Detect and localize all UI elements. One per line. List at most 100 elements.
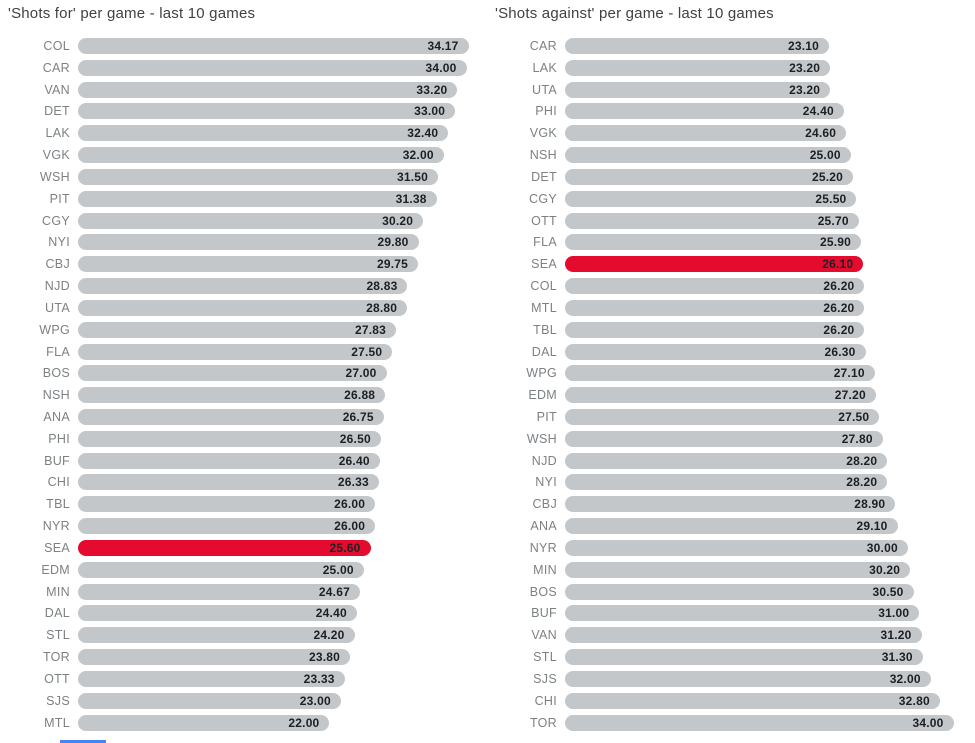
team-label: PHI [535, 104, 557, 119]
bar-row: TBL 26.20 [487, 319, 974, 341]
bar[interactable]: 24.60 [565, 125, 847, 142]
team-label: NYR [529, 540, 557, 555]
bar[interactable]: 27.50 [78, 343, 393, 360]
bar-track: 24.67 [78, 583, 478, 600]
bar[interactable]: 26.10 [565, 256, 864, 273]
bar[interactable]: 29.10 [565, 518, 898, 535]
bar-row: UTA 23.20 [487, 79, 974, 101]
horizontal-scrollbar-fragment[interactable] [60, 740, 106, 743]
bar[interactable]: 34.17 [78, 37, 469, 54]
bar[interactable]: 26.88 [78, 387, 386, 404]
bar[interactable]: 23.00 [78, 692, 341, 709]
bar[interactable]: 30.20 [565, 561, 911, 578]
bar-track: 24.40 [78, 605, 478, 622]
bar-value: 27.20 [834, 388, 866, 403]
bar[interactable]: 33.00 [78, 103, 456, 120]
team-label: ANA [530, 519, 557, 534]
team-label: FLA [46, 344, 70, 359]
bar-value: 26.88 [344, 388, 376, 403]
bar[interactable]: 27.20 [565, 387, 876, 404]
bar-track: 26.30 [565, 343, 965, 360]
bar[interactable]: 27.83 [78, 321, 397, 338]
bar[interactable]: 30.00 [565, 539, 908, 556]
bar[interactable]: 25.90 [565, 234, 861, 251]
bar[interactable]: 29.75 [78, 256, 418, 273]
bar[interactable]: 27.50 [565, 408, 880, 425]
bar[interactable]: 26.00 [78, 496, 376, 513]
bar[interactable]: 31.50 [78, 168, 438, 185]
bar[interactable]: 25.60 [78, 539, 371, 556]
bar[interactable]: 23.80 [78, 649, 350, 666]
bar-track: 27.20 [565, 387, 965, 404]
bar[interactable]: 32.00 [78, 147, 444, 164]
bar[interactable]: 28.83 [78, 278, 408, 295]
bar[interactable]: 28.80 [78, 299, 408, 316]
bar[interactable]: 25.00 [565, 147, 851, 164]
bar[interactable]: 30.50 [565, 583, 914, 600]
bar-track: 24.40 [565, 103, 965, 120]
team-label: TBL [533, 322, 557, 337]
bar-value: 23.20 [789, 82, 821, 97]
bar[interactable]: 31.20 [565, 627, 922, 644]
team-label: CBJ [45, 257, 70, 272]
bar[interactable]: 26.20 [565, 299, 865, 316]
team-label: LAK [532, 60, 557, 75]
bar[interactable]: 25.20 [565, 168, 853, 185]
bar[interactable]: 26.33 [78, 474, 379, 491]
bar[interactable]: 27.80 [565, 430, 883, 447]
bar[interactable]: 32.80 [565, 692, 940, 709]
bar[interactable]: 25.70 [565, 212, 859, 229]
team-label: NJD [531, 453, 557, 468]
bar[interactable]: 33.20 [78, 81, 458, 98]
bar-value: 27.50 [351, 344, 383, 359]
bar-row: NJD 28.20 [487, 450, 974, 472]
bar[interactable]: 22.00 [78, 714, 330, 731]
bar[interactable]: 26.40 [78, 452, 380, 469]
bar[interactable]: 32.40 [78, 125, 449, 142]
bar[interactable]: 31.30 [565, 649, 923, 666]
bar-track: 24.20 [78, 627, 478, 644]
bar[interactable]: 23.33 [78, 670, 345, 687]
bar-track: 26.20 [565, 321, 965, 338]
team-label: LAK [45, 126, 70, 141]
bar[interactable]: 23.20 [565, 81, 831, 98]
team-label: COL [530, 279, 557, 294]
bar[interactable]: 26.30 [565, 343, 866, 360]
bar[interactable]: 27.10 [565, 365, 875, 382]
bar[interactable]: 29.80 [78, 234, 419, 251]
bar[interactable]: 28.20 [565, 452, 888, 469]
bar[interactable]: 26.20 [565, 278, 865, 295]
bar-value: 32.80 [898, 693, 930, 708]
bar[interactable]: 31.00 [565, 605, 920, 622]
bar[interactable]: 25.50 [565, 190, 857, 207]
bar[interactable]: 26.00 [78, 518, 376, 535]
bar[interactable]: 23.10 [565, 37, 829, 54]
bar-track: 33.00 [78, 103, 478, 120]
bar[interactable]: 24.40 [78, 605, 357, 622]
bar-track: 25.90 [565, 234, 965, 251]
bar[interactable]: 31.38 [78, 190, 437, 207]
team-label: BOS [529, 584, 557, 599]
bar-row: NYR 30.00 [487, 537, 974, 559]
bar[interactable]: 28.20 [565, 474, 888, 491]
bar[interactable]: 26.50 [78, 430, 381, 447]
bar[interactable]: 34.00 [565, 714, 954, 731]
bar-track: 34.00 [565, 714, 965, 731]
bar-track: 25.50 [565, 190, 965, 207]
bar-track: 23.33 [78, 670, 478, 687]
bar[interactable]: 24.20 [78, 627, 355, 644]
bar-value: 27.83 [355, 322, 387, 337]
bar[interactable]: 26.20 [565, 321, 865, 338]
bar[interactable]: 24.40 [565, 103, 844, 120]
bar[interactable]: 23.20 [565, 59, 831, 76]
bar[interactable]: 28.90 [565, 496, 896, 513]
bar[interactable]: 32.00 [565, 670, 931, 687]
bar[interactable]: 25.00 [78, 561, 364, 578]
bar[interactable]: 34.00 [78, 59, 467, 76]
bar[interactable]: 30.20 [78, 212, 424, 229]
bar[interactable]: 27.00 [78, 365, 387, 382]
bar[interactable]: 24.67 [78, 583, 360, 600]
bar-track: 26.75 [78, 408, 478, 425]
bar[interactable]: 26.75 [78, 408, 384, 425]
